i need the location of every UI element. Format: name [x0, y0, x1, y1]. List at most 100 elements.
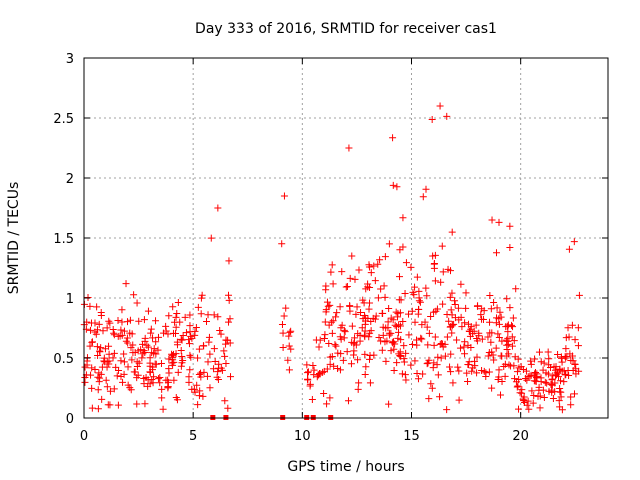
data-point	[351, 275, 359, 283]
data-point	[396, 273, 404, 281]
data-point	[115, 367, 123, 375]
data-point	[524, 397, 532, 405]
data-point	[353, 303, 361, 311]
data-point	[427, 380, 435, 388]
data-point	[549, 395, 557, 403]
data-point	[327, 268, 335, 276]
data-point	[378, 346, 386, 354]
data-point	[139, 340, 147, 348]
data-point	[104, 401, 112, 409]
data-point	[205, 333, 213, 341]
data-point	[443, 406, 451, 414]
data-point	[418, 335, 426, 343]
data-point	[506, 243, 514, 251]
data-point	[346, 307, 354, 315]
data-point	[391, 340, 399, 348]
data-point	[423, 292, 431, 300]
data-point	[114, 316, 122, 324]
data-point	[120, 350, 128, 358]
data-point	[133, 363, 141, 371]
data-point	[105, 350, 113, 358]
data-point	[448, 228, 456, 236]
data-point	[544, 348, 552, 356]
data-point	[541, 378, 549, 386]
data-point	[571, 360, 579, 368]
data-point	[473, 369, 481, 377]
scatter-points	[80, 102, 583, 420]
data-point	[520, 393, 528, 401]
data-point	[417, 334, 425, 342]
data-point	[280, 192, 288, 200]
data-point	[575, 291, 583, 299]
data-point	[284, 356, 292, 364]
data-point	[97, 311, 105, 319]
data-point	[532, 368, 540, 376]
data-point	[514, 382, 522, 390]
data-point	[519, 365, 527, 373]
data-point	[96, 348, 104, 356]
data-point	[537, 374, 545, 382]
data-point	[95, 320, 103, 328]
data-point	[536, 404, 544, 412]
data-point	[512, 378, 520, 386]
data-point	[344, 397, 352, 405]
data-point	[83, 361, 91, 369]
data-point	[487, 305, 495, 313]
data-point	[495, 320, 503, 328]
data-point	[482, 373, 490, 381]
data-point	[506, 304, 514, 312]
data-point	[399, 243, 407, 251]
data-point	[321, 318, 329, 326]
data-point	[433, 361, 441, 369]
data-point	[492, 249, 500, 257]
data-point	[422, 284, 430, 292]
data-point	[439, 343, 447, 351]
data-point	[326, 394, 334, 402]
data-point	[200, 342, 208, 350]
data-point	[102, 376, 110, 384]
data-point	[105, 317, 113, 325]
data-point	[331, 341, 339, 349]
y-tick-label: 0.5	[53, 352, 74, 367]
data-point	[117, 373, 125, 381]
data-point	[87, 326, 95, 334]
data-point	[446, 323, 454, 331]
data-point	[569, 366, 577, 374]
data-point	[103, 324, 111, 332]
data-point	[88, 338, 96, 346]
data-point	[355, 379, 363, 387]
data-point	[164, 330, 172, 338]
data-point	[94, 386, 102, 394]
data-point	[506, 222, 514, 230]
data-point	[399, 214, 407, 222]
data-point	[434, 371, 442, 379]
data-point	[285, 342, 293, 350]
data-point	[396, 351, 404, 359]
data-point	[395, 328, 403, 336]
data-point	[221, 352, 229, 360]
data-point	[191, 327, 199, 335]
data-point	[514, 355, 522, 363]
data-point	[460, 343, 468, 351]
data-point	[437, 339, 445, 347]
data-point	[154, 375, 162, 383]
data-point	[88, 404, 96, 412]
data-point	[462, 304, 470, 312]
data-point	[437, 354, 445, 362]
data-point	[93, 326, 101, 334]
data-point	[304, 376, 312, 384]
data-point	[337, 335, 345, 343]
data-point	[204, 311, 212, 319]
data-point	[461, 319, 469, 327]
data-point	[411, 318, 419, 326]
data-point	[135, 317, 143, 325]
data-point	[504, 340, 512, 348]
data-point	[150, 345, 158, 353]
data-point	[169, 303, 177, 311]
data-point	[571, 336, 579, 344]
data-point	[124, 363, 132, 371]
data-point	[213, 373, 221, 381]
data-point	[495, 366, 503, 374]
data-point	[431, 333, 439, 341]
data-point	[222, 340, 230, 348]
